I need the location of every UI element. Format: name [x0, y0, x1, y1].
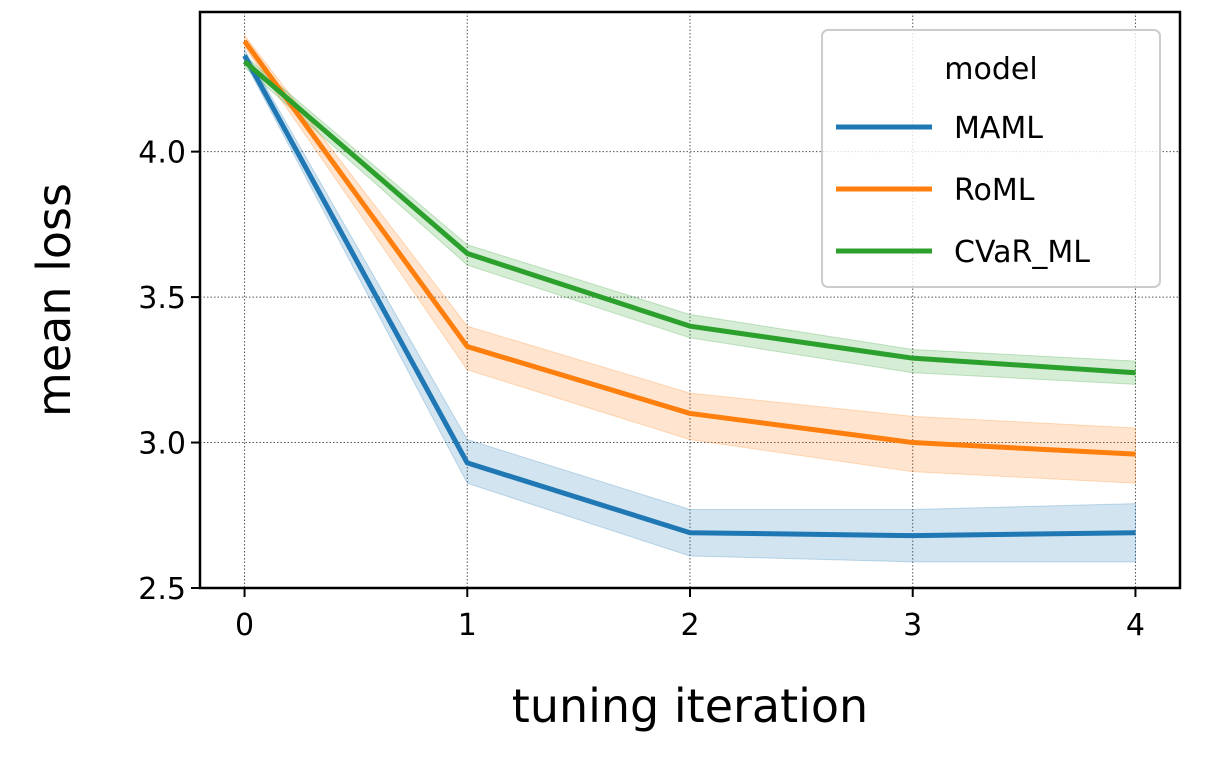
confidence-bands — [244, 33, 1136, 563]
y-tick-label: 3.5 — [138, 281, 186, 316]
confidence-band — [244, 54, 1136, 385]
legend-title: model — [944, 52, 1037, 87]
legend-label: MAML — [954, 111, 1043, 146]
x-tick-label: 1 — [458, 608, 477, 643]
y-tick-label: 4.0 — [138, 136, 186, 171]
y-tick-label: 3.0 — [138, 427, 186, 462]
series-lines — [242, 39, 1136, 539]
legend-box — [821, 29, 1161, 288]
x-axis-ticks: 0 1 2 3 4 — [235, 588, 1145, 643]
x-tick-label: 0 — [235, 608, 254, 643]
x-tick-label: 3 — [903, 608, 922, 643]
series-line — [242, 54, 1136, 539]
x-axis-label: tuning iteration — [512, 679, 868, 733]
legend-label: CVaR_ML — [954, 235, 1090, 270]
series-line — [242, 39, 1136, 457]
confidence-band — [244, 47, 1136, 563]
x-tick-label: 2 — [680, 608, 699, 643]
confidence-band — [244, 33, 1136, 484]
y-axis-ticks: 2.5 3.0 3.5 4.0 — [138, 136, 200, 607]
legend: model MAML RoML CVaR_ML — [821, 29, 1161, 288]
x-tick-label: 4 — [1126, 608, 1145, 643]
series-line — [242, 59, 1136, 376]
legend-label: RoML — [954, 173, 1035, 208]
y-tick-label: 2.5 — [138, 572, 186, 607]
y-axis-label: mean loss — [27, 183, 81, 417]
